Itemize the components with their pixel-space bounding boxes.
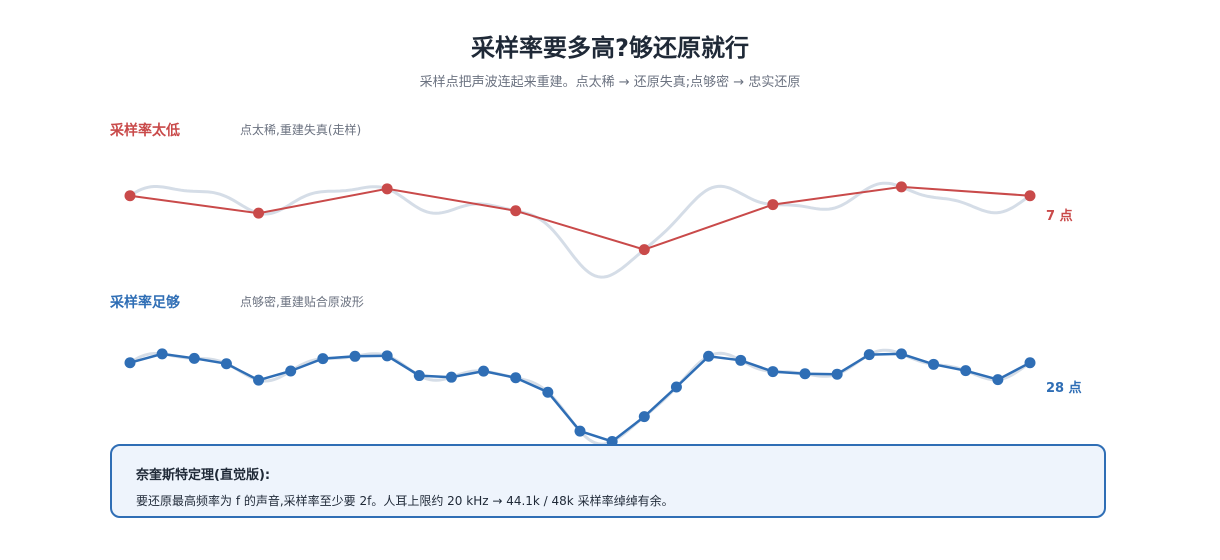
- high-sample-point: [767, 366, 779, 378]
- high-sample-point: [928, 358, 940, 370]
- high-sample-point: [1024, 357, 1036, 369]
- low-rate-count: 7 点: [1046, 209, 1073, 224]
- sample-points-low: [124, 181, 1036, 256]
- high-sample-point: [703, 350, 715, 362]
- low-sample-point: [895, 181, 907, 193]
- low-sample-point: [381, 183, 393, 195]
- high-sample-point: [992, 374, 1004, 386]
- high-rate-description: 点够密,重建贴合原波形: [240, 295, 364, 309]
- note-title: 奈奎斯特定理(直觉版):: [136, 468, 271, 483]
- low-rate-label: 采样率太低: [110, 123, 180, 139]
- high-sample-point: [895, 348, 907, 360]
- high-sample-point: [156, 348, 168, 360]
- low-sample-point: [767, 199, 779, 211]
- low-sample-point: [253, 207, 265, 219]
- high-sample-point: [413, 370, 425, 382]
- low-rate-description: 点太稀,重建失真(走样): [240, 123, 362, 137]
- high-sample-point: [638, 411, 650, 423]
- high-rate-count: 28 点: [1046, 381, 1082, 396]
- high-sample-point: [574, 425, 586, 437]
- high-sample-point: [863, 349, 875, 361]
- low-sample-point: [638, 244, 650, 256]
- low-sample-point: [510, 205, 522, 217]
- nyquist-note: 奈奎斯特定理(直觉版): 要还原最高频率为 f 的声音,采样率至少要 2f。人耳…: [110, 444, 1106, 518]
- reconstructed-waveform-low: [129, 185, 1031, 251]
- high-sample-point: [735, 354, 747, 366]
- sample-points-high: [124, 348, 1036, 448]
- high-sample-point: [188, 352, 200, 364]
- high-sample-point: [960, 365, 972, 377]
- high-rate-label: 采样率足够: [110, 295, 180, 311]
- high-sample-point: [285, 365, 297, 377]
- high-sample-point: [831, 368, 843, 380]
- high-sample-point: [124, 357, 136, 369]
- high-sample-point: [349, 350, 361, 362]
- high-sample-point: [220, 358, 232, 370]
- high-sample-point: [542, 386, 554, 398]
- high-sample-point: [799, 368, 811, 380]
- high-sample-point: [381, 350, 393, 362]
- high-sample-point: [445, 371, 457, 383]
- note-body: 要还原最高频率为 f 的声音,采样率至少要 2f。人耳上限约 20 kHz → …: [136, 494, 674, 508]
- page-title: 采样率要多高?够还原就行: [471, 34, 749, 62]
- high-sample-point: [510, 372, 522, 384]
- high-sample-point: [317, 353, 329, 365]
- low-sample-point: [124, 190, 136, 202]
- high-sample-point: [253, 374, 265, 386]
- page-subtitle: 采样点把声波连起来重建。点太稀 → 还原失真;点够密 → 忠实还原: [419, 75, 801, 90]
- high-sample-point: [478, 365, 490, 377]
- high-sample-point: [670, 381, 682, 393]
- low-sample-point: [1024, 190, 1036, 202]
